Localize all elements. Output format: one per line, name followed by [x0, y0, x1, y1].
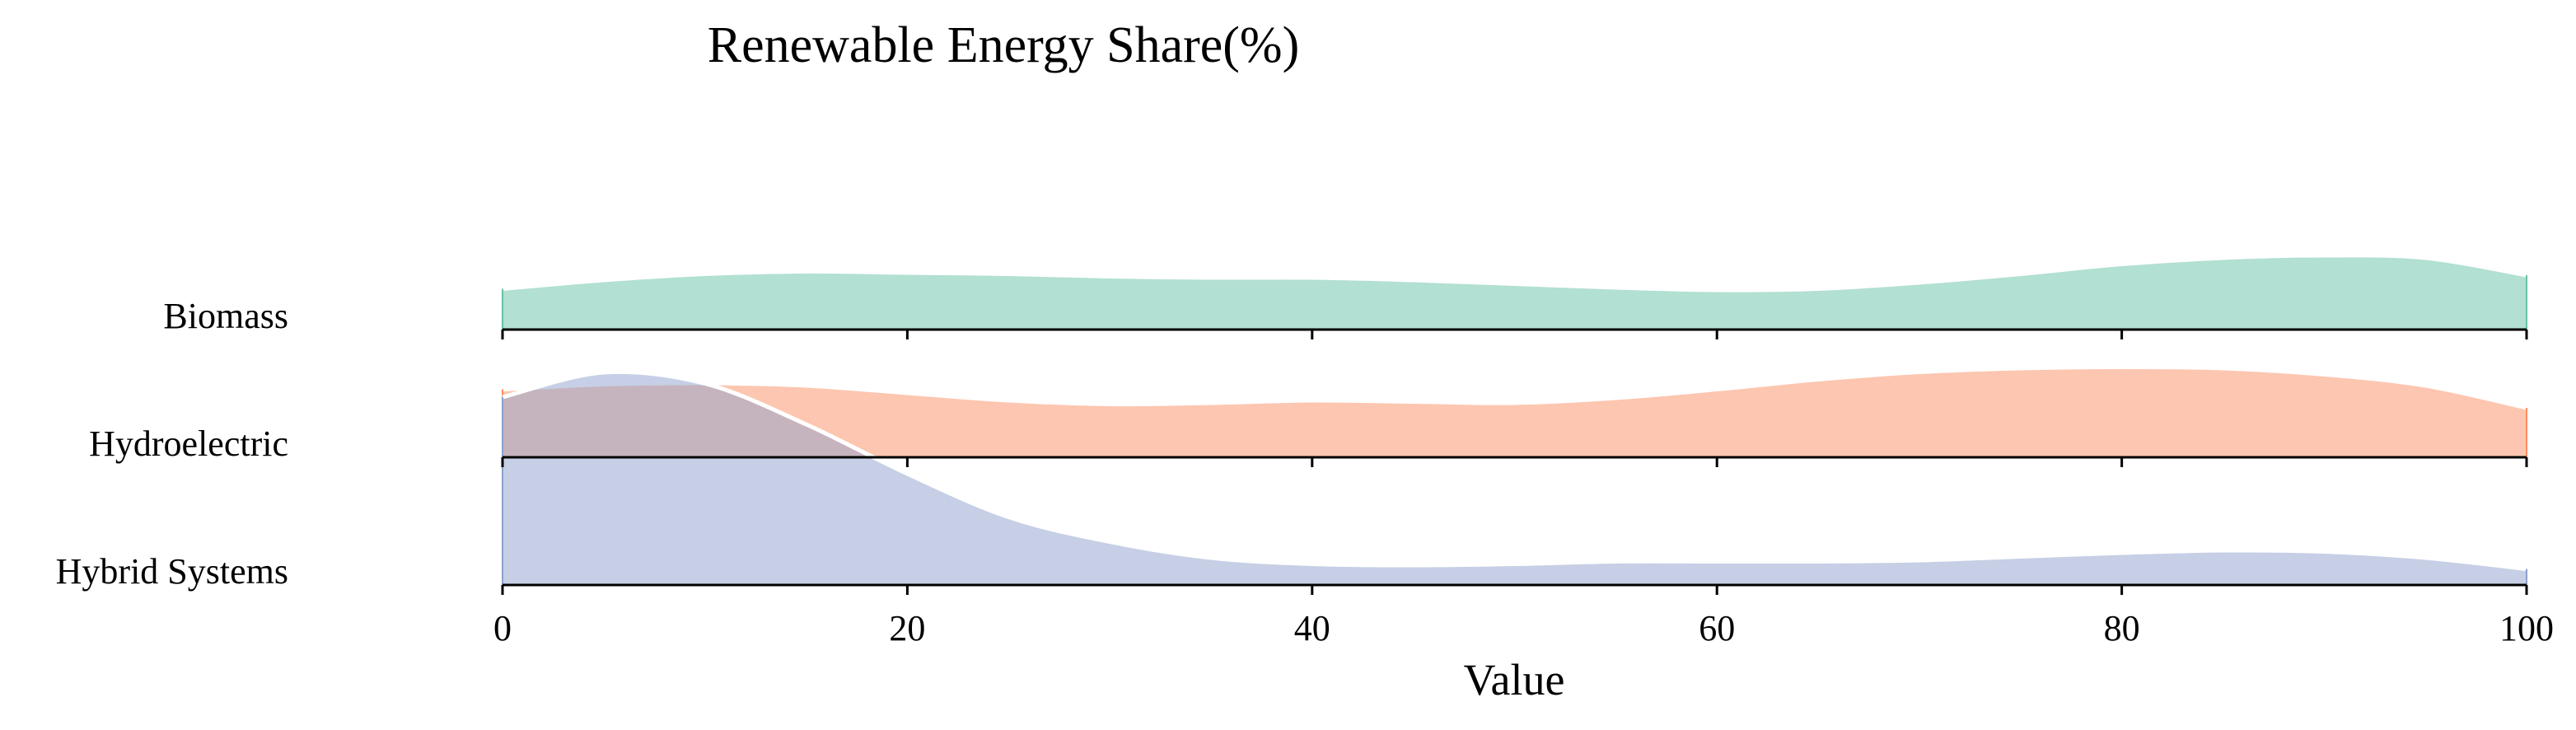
ridge-area-hybrid-systems: [503, 372, 2527, 585]
ridge-label-biomass: Biomass: [163, 296, 288, 336]
x-axis-label: Value: [1464, 655, 1565, 704]
x-tick-label: 20: [889, 608, 925, 648]
ridges-group: [502, 253, 2527, 585]
ridge-area-hydroelectric: [503, 367, 2527, 457]
x-tick-label: 100: [2499, 608, 2554, 648]
ridge-label-hybrid-systems: Hybrid Systems: [56, 551, 288, 592]
ridge-label-hydroelectric: Hydroelectric: [89, 423, 288, 464]
x-tick-label: 80: [2104, 608, 2140, 648]
x-tick-label: 60: [1699, 608, 1735, 648]
x-tick-label: 40: [1294, 608, 1330, 648]
x-tick-label: 0: [493, 608, 512, 648]
ridge-area-biomass: [503, 255, 2527, 330]
ridge-outline-hybrid-systems: [502, 369, 2527, 571]
ridge-outline-biomass: [502, 253, 2527, 292]
axes-group: Biomass Hydroelectric Hybrid Systems 0 20 40 6…: [56, 296, 2554, 648]
chart-title: Renewable Energy Share(%): [708, 17, 1299, 73]
ridge-outline-hydroelectric: [502, 364, 2527, 410]
